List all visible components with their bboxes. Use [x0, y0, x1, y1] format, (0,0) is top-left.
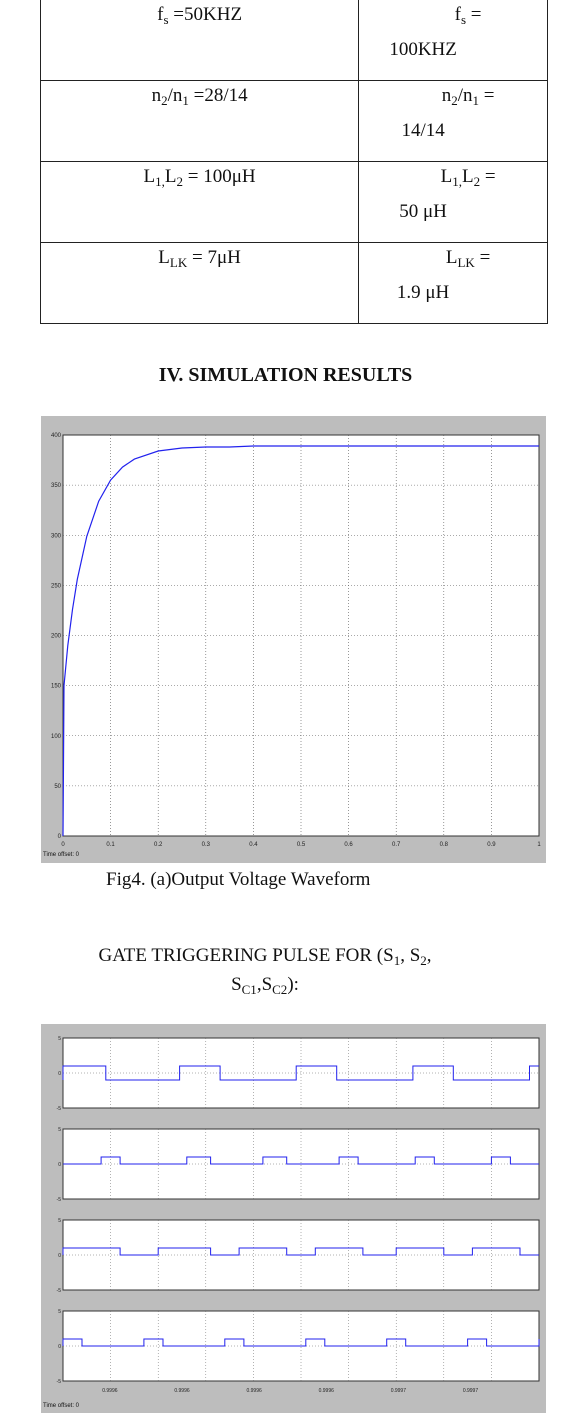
section-heading: IV. SIMULATION RESULTS: [158, 364, 413, 386]
x-tick-label: 0.7: [392, 842, 401, 848]
table-cell-100khz-design: L1,L2 = 50 μH: [358, 161, 548, 243]
gate-pulse-trace: [62, 1338, 540, 1347]
x-tick-label: 0.9996: [319, 1388, 335, 1394]
y-tick-label: 0: [58, 1253, 61, 1259]
gate-pulse-trace: [62, 1247, 539, 1256]
gate-pulse-scope: -5 0 5 -5 0 5 -5 0 5 -5 0 5 0.9996 0.9996 0.9996 0.9996…: [41, 1024, 546, 1413]
y-tick-label: 0: [58, 1162, 61, 1168]
y-tick-label: 100: [51, 734, 62, 740]
x-tick-label: 0.1: [106, 842, 115, 848]
x-tick-label: 0.9: [487, 842, 496, 848]
x-tick-label: 0.6: [344, 842, 353, 848]
gate-pulse-heading: GATE TRIGGERING PULSE FOR (S1, S2, SC1,S…: [98, 945, 432, 997]
table-cell-100khz-design: LLK = 1.9 μH: [358, 242, 548, 324]
y-tick-label: 350: [51, 483, 62, 489]
gate-pulse-trace: [62, 1065, 539, 1081]
table-cell-50khz-design: LLK = 7μH: [39, 242, 360, 324]
y-tick-label: 0: [58, 1344, 61, 1350]
x-tick-label: 0.4: [249, 842, 258, 848]
y-tick-label: 150: [51, 684, 62, 690]
y-tick-label: -5: [57, 1106, 62, 1112]
table-cell-100khz-design: fs = 100KHZ: [358, 0, 548, 81]
y-tick-label: 0: [58, 834, 62, 840]
x-tick-label: 0.8: [440, 842, 449, 848]
output-voltage-trace: [62, 445, 539, 837]
x-tick-label: 0.2: [154, 842, 163, 848]
x-tick-label: 0.9997: [391, 1388, 407, 1394]
y-tick-label: 5: [58, 1036, 61, 1042]
y-tick-label: -5: [57, 1379, 62, 1385]
y-tick-label: -5: [57, 1197, 62, 1203]
table-row: L1,L2 = 100μH L1,L2 = 50 μH: [39, 161, 548, 243]
y-tick-label: 400: [51, 433, 62, 439]
y-tick-label: 5: [58, 1218, 61, 1224]
table-cell-50khz-design: fs =50KHZ: [39, 0, 360, 81]
y-tick-label: 5: [58, 1127, 61, 1133]
x-tick-label: 0.3: [202, 842, 211, 848]
y-tick-label: 200: [51, 634, 62, 640]
gate-pulse-trace: [63, 1156, 539, 1165]
table-row: fs =50KHZ fs = 100KHZ: [39, 0, 548, 81]
table-cell-100khz-design: n2/n1 = 14/14: [358, 80, 548, 162]
x-tick-label: 1: [537, 842, 541, 848]
x-tick-label: 0.9997: [463, 1388, 479, 1394]
table-cell-50khz-design: L1,L2 = 100μH: [39, 161, 360, 243]
table-cell-50khz-design: n2/n1 =28/14: [39, 80, 360, 162]
y-tick-label: 300: [51, 533, 62, 539]
figure-caption: Fig4. (a)Output Voltage Waveform: [106, 869, 371, 890]
x-tick-label: 0.9996: [102, 1388, 118, 1394]
parameter-table: fs =50KHZ fs = 100KHZ n2/n1 =28/14 n2/n1 = 14…: [39, 0, 548, 324]
time-offset-label: Time offset: 0: [43, 1403, 80, 1409]
y-tick-label: -5: [57, 1288, 62, 1294]
table-row: LLK = 7μH LLK = 1.9 μH: [39, 242, 548, 324]
y-tick-label: 5: [58, 1309, 61, 1315]
y-tick-label: 250: [51, 583, 62, 589]
y-tick-label: 50: [54, 784, 61, 790]
output-voltage-plot: 0 0.1 0.2 0.3 0.4 0.5 0.6 0.7 0.8 0.9 1 0 50 100 150 20…: [51, 433, 541, 848]
table-row: n2/n1 =28/14 n2/n1 = 14/14: [39, 80, 548, 162]
x-tick-label: 0.9996: [246, 1388, 262, 1394]
x-tick-label: 0: [61, 842, 65, 848]
output-voltage-scope: 0 0.1 0.2 0.3 0.4 0.5 0.6 0.7 0.8 0.9 1 0 50 100 150 20…: [41, 416, 546, 863]
y-tick-label: 0: [58, 1071, 61, 1077]
x-tick-label: 0.5: [297, 842, 306, 848]
x-tick-label: 0.9996: [174, 1388, 190, 1394]
time-offset-label: Time offset: 0: [43, 852, 80, 858]
gate-pulse-plot: -5 0 5 -5 0 5 -5 0 5 -5 0 5 0.9996 0.9996 0.9996 0.9996…: [57, 1036, 540, 1394]
